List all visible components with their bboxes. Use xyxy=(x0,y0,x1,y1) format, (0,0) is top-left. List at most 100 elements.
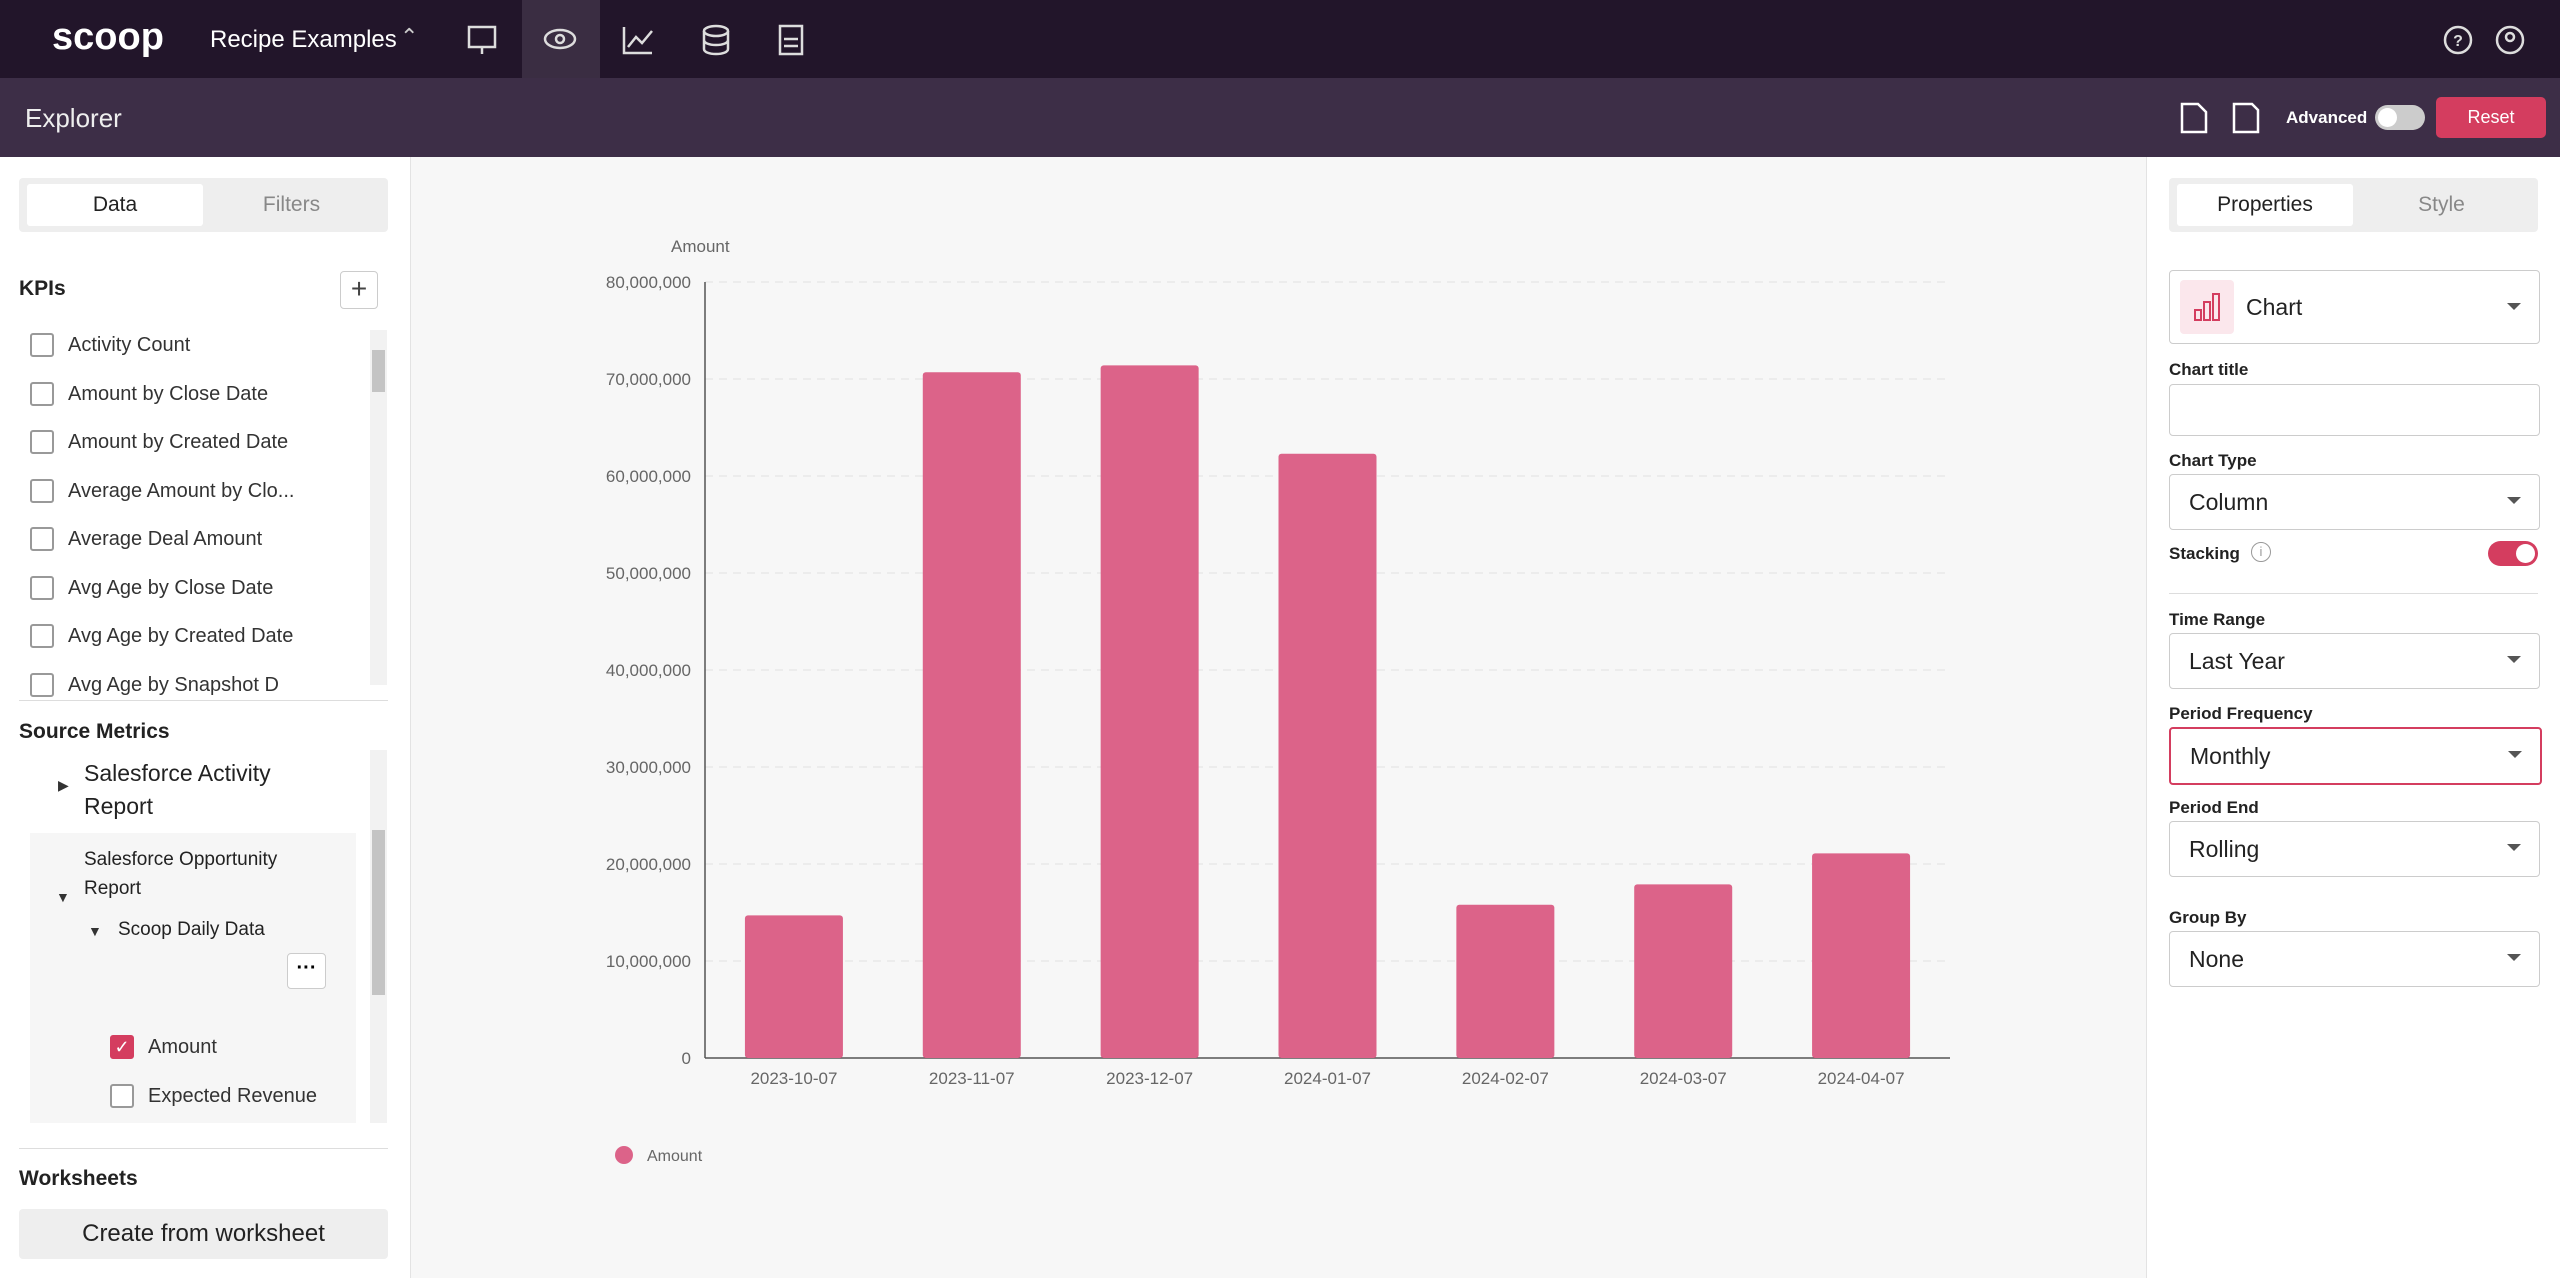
account-icon[interactable] xyxy=(2495,25,2525,55)
y-tick-label: 40,000,000 xyxy=(606,661,691,680)
toggle-knob xyxy=(2516,544,2535,563)
select[interactable]: Monthly xyxy=(2169,727,2542,785)
checkbox[interactable] xyxy=(110,1083,134,1108)
select[interactable]: Rolling xyxy=(2169,821,2540,877)
chart-type-select[interactable]: Column xyxy=(2169,474,2540,530)
tab-properties[interactable]: Properties xyxy=(2177,184,2353,226)
advanced-toggle[interactable] xyxy=(2375,105,2425,130)
save-icon[interactable] xyxy=(2232,102,2260,134)
kpi-name[interactable]: Activity Count xyxy=(68,334,191,356)
nav-presentation[interactable] xyxy=(467,25,497,49)
source-metrics-title: Source Metrics xyxy=(19,720,170,743)
collapse-arrow[interactable]: ▼ xyxy=(56,889,70,905)
chart-icon xyxy=(2180,280,2234,334)
kpi-name[interactable]: Average Deal Amount xyxy=(68,528,263,550)
y-tick-label: 70,000,000 xyxy=(606,370,691,389)
x-tick-label: 2023-10-07 xyxy=(750,1069,837,1088)
bar xyxy=(1634,884,1733,1058)
component-name: Chart xyxy=(2246,294,2303,320)
field-label: Period End xyxy=(2169,798,2259,817)
checkbox[interactable] xyxy=(30,527,54,551)
tab-style[interactable]: Style xyxy=(2418,193,2465,216)
select[interactable]: None xyxy=(2169,931,2540,987)
info-icon[interactable]: i xyxy=(2251,542,2271,562)
bar xyxy=(1812,853,1911,1058)
y-tick-label: 0 xyxy=(682,1049,691,1068)
caret xyxy=(2507,656,2521,663)
header-bar: Explorer Advanced Reset xyxy=(0,78,2560,157)
left-tabs: Data Filters xyxy=(19,178,388,232)
legend-marker xyxy=(615,1146,633,1164)
report-name[interactable]: Salesforce Activity Report xyxy=(84,760,271,819)
nav-explorer[interactable] xyxy=(543,28,577,50)
checkbox[interactable] xyxy=(30,672,54,697)
kpi-scrollbar xyxy=(370,330,387,685)
bar xyxy=(744,915,843,1058)
nav-chart[interactable] xyxy=(622,27,652,55)
field-label: Chart Type xyxy=(2169,451,2257,470)
kpi-name[interactable]: Avg Age by Created Date xyxy=(68,625,294,647)
kpi-name[interactable]: Amount by Created Date xyxy=(68,431,289,453)
checkbox[interactable] xyxy=(30,575,54,600)
top-bar: scoop Recipe Examples ⌃ ? xyxy=(0,0,2560,78)
dataset-name[interactable]: Scoop Daily Data xyxy=(118,919,265,940)
checkbox[interactable] xyxy=(30,478,54,503)
tab-data[interactable]: Data xyxy=(27,184,203,226)
select[interactable]: Last Year xyxy=(2169,633,2540,689)
x-tick-label: 2023-12-07 xyxy=(1106,1069,1193,1088)
reset-button[interactable]: Reset xyxy=(2436,97,2546,138)
collapse-arrow[interactable]: ▼ xyxy=(88,923,102,939)
create-worksheet-button[interactable]: Create from worksheet xyxy=(19,1209,388,1259)
checkbox[interactable] xyxy=(30,430,54,454)
checkbox[interactable] xyxy=(30,624,54,648)
more-button[interactable]: ··· xyxy=(287,953,326,989)
caret xyxy=(2507,497,2521,504)
logo[interactable]: scoop xyxy=(52,16,164,58)
workspace-caret: ⌃ xyxy=(400,24,419,49)
component-selector[interactable]: Chart xyxy=(2169,270,2540,344)
bar xyxy=(1100,365,1199,1058)
right-tabs: Properties Style xyxy=(2169,178,2538,232)
kpi-name[interactable]: Avg Age by Snapshot D xyxy=(68,673,279,696)
workspace-selector[interactable]: Recipe Examples xyxy=(210,26,397,53)
worksheets-title: Worksheets xyxy=(19,1167,138,1190)
divider xyxy=(19,700,388,701)
x-tick-label: 2024-01-07 xyxy=(1284,1069,1371,1088)
help-icon[interactable] xyxy=(2443,25,2473,55)
export-icon[interactable] xyxy=(2180,102,2208,134)
checkbox[interactable]: ✓ xyxy=(110,1035,134,1059)
expand-arrow[interactable]: ▶ xyxy=(58,777,69,793)
kpi-name[interactable]: Amount by Close Date xyxy=(68,382,269,405)
report-name[interactable]: Salesforce Opportunity Report xyxy=(84,849,278,899)
scroll-thumb xyxy=(372,830,385,995)
y-tick-label: 60,000,000 xyxy=(606,467,691,486)
x-tick-label: 2024-04-07 xyxy=(1818,1069,1905,1088)
checkbox[interactable] xyxy=(30,333,54,357)
column-name[interactable]: Amount xyxy=(148,1036,217,1058)
chart-title-input[interactable] xyxy=(2169,384,2540,436)
y-tick-label: 80,000,000 xyxy=(606,273,691,292)
kpis-title: KPIs xyxy=(19,277,66,300)
bar xyxy=(1278,453,1377,1058)
x-tick-label: 2024-02-07 xyxy=(1462,1069,1549,1088)
column-name[interactable]: Expected Revenue xyxy=(148,1084,318,1107)
active-nav xyxy=(522,0,600,78)
stacking-toggle[interactable] xyxy=(2488,541,2538,566)
caret xyxy=(2507,844,2521,851)
caret xyxy=(2507,303,2521,310)
tab-filters[interactable]: Filters xyxy=(262,193,321,216)
checkbox[interactable] xyxy=(30,381,54,406)
select-value: Monthly xyxy=(2190,743,2271,769)
x-tick-label: 2024-03-07 xyxy=(1640,1069,1727,1088)
kpi-name[interactable]: Avg Age by Close Date xyxy=(68,576,274,599)
nav-sheet[interactable] xyxy=(778,24,804,56)
kpi-name[interactable]: Average Amount by Clo... xyxy=(68,479,295,502)
left-panel: Data Filters KPIs + Activity Count Amount… xyxy=(0,157,411,1278)
add-kpi-button[interactable]: + xyxy=(340,271,378,309)
x-tick-label: 2023-11-07 xyxy=(929,1069,1015,1088)
y-axis-title: Amount xyxy=(671,237,730,256)
field-label: Period Frequency xyxy=(2169,704,2313,723)
nav-data[interactable] xyxy=(702,24,730,38)
